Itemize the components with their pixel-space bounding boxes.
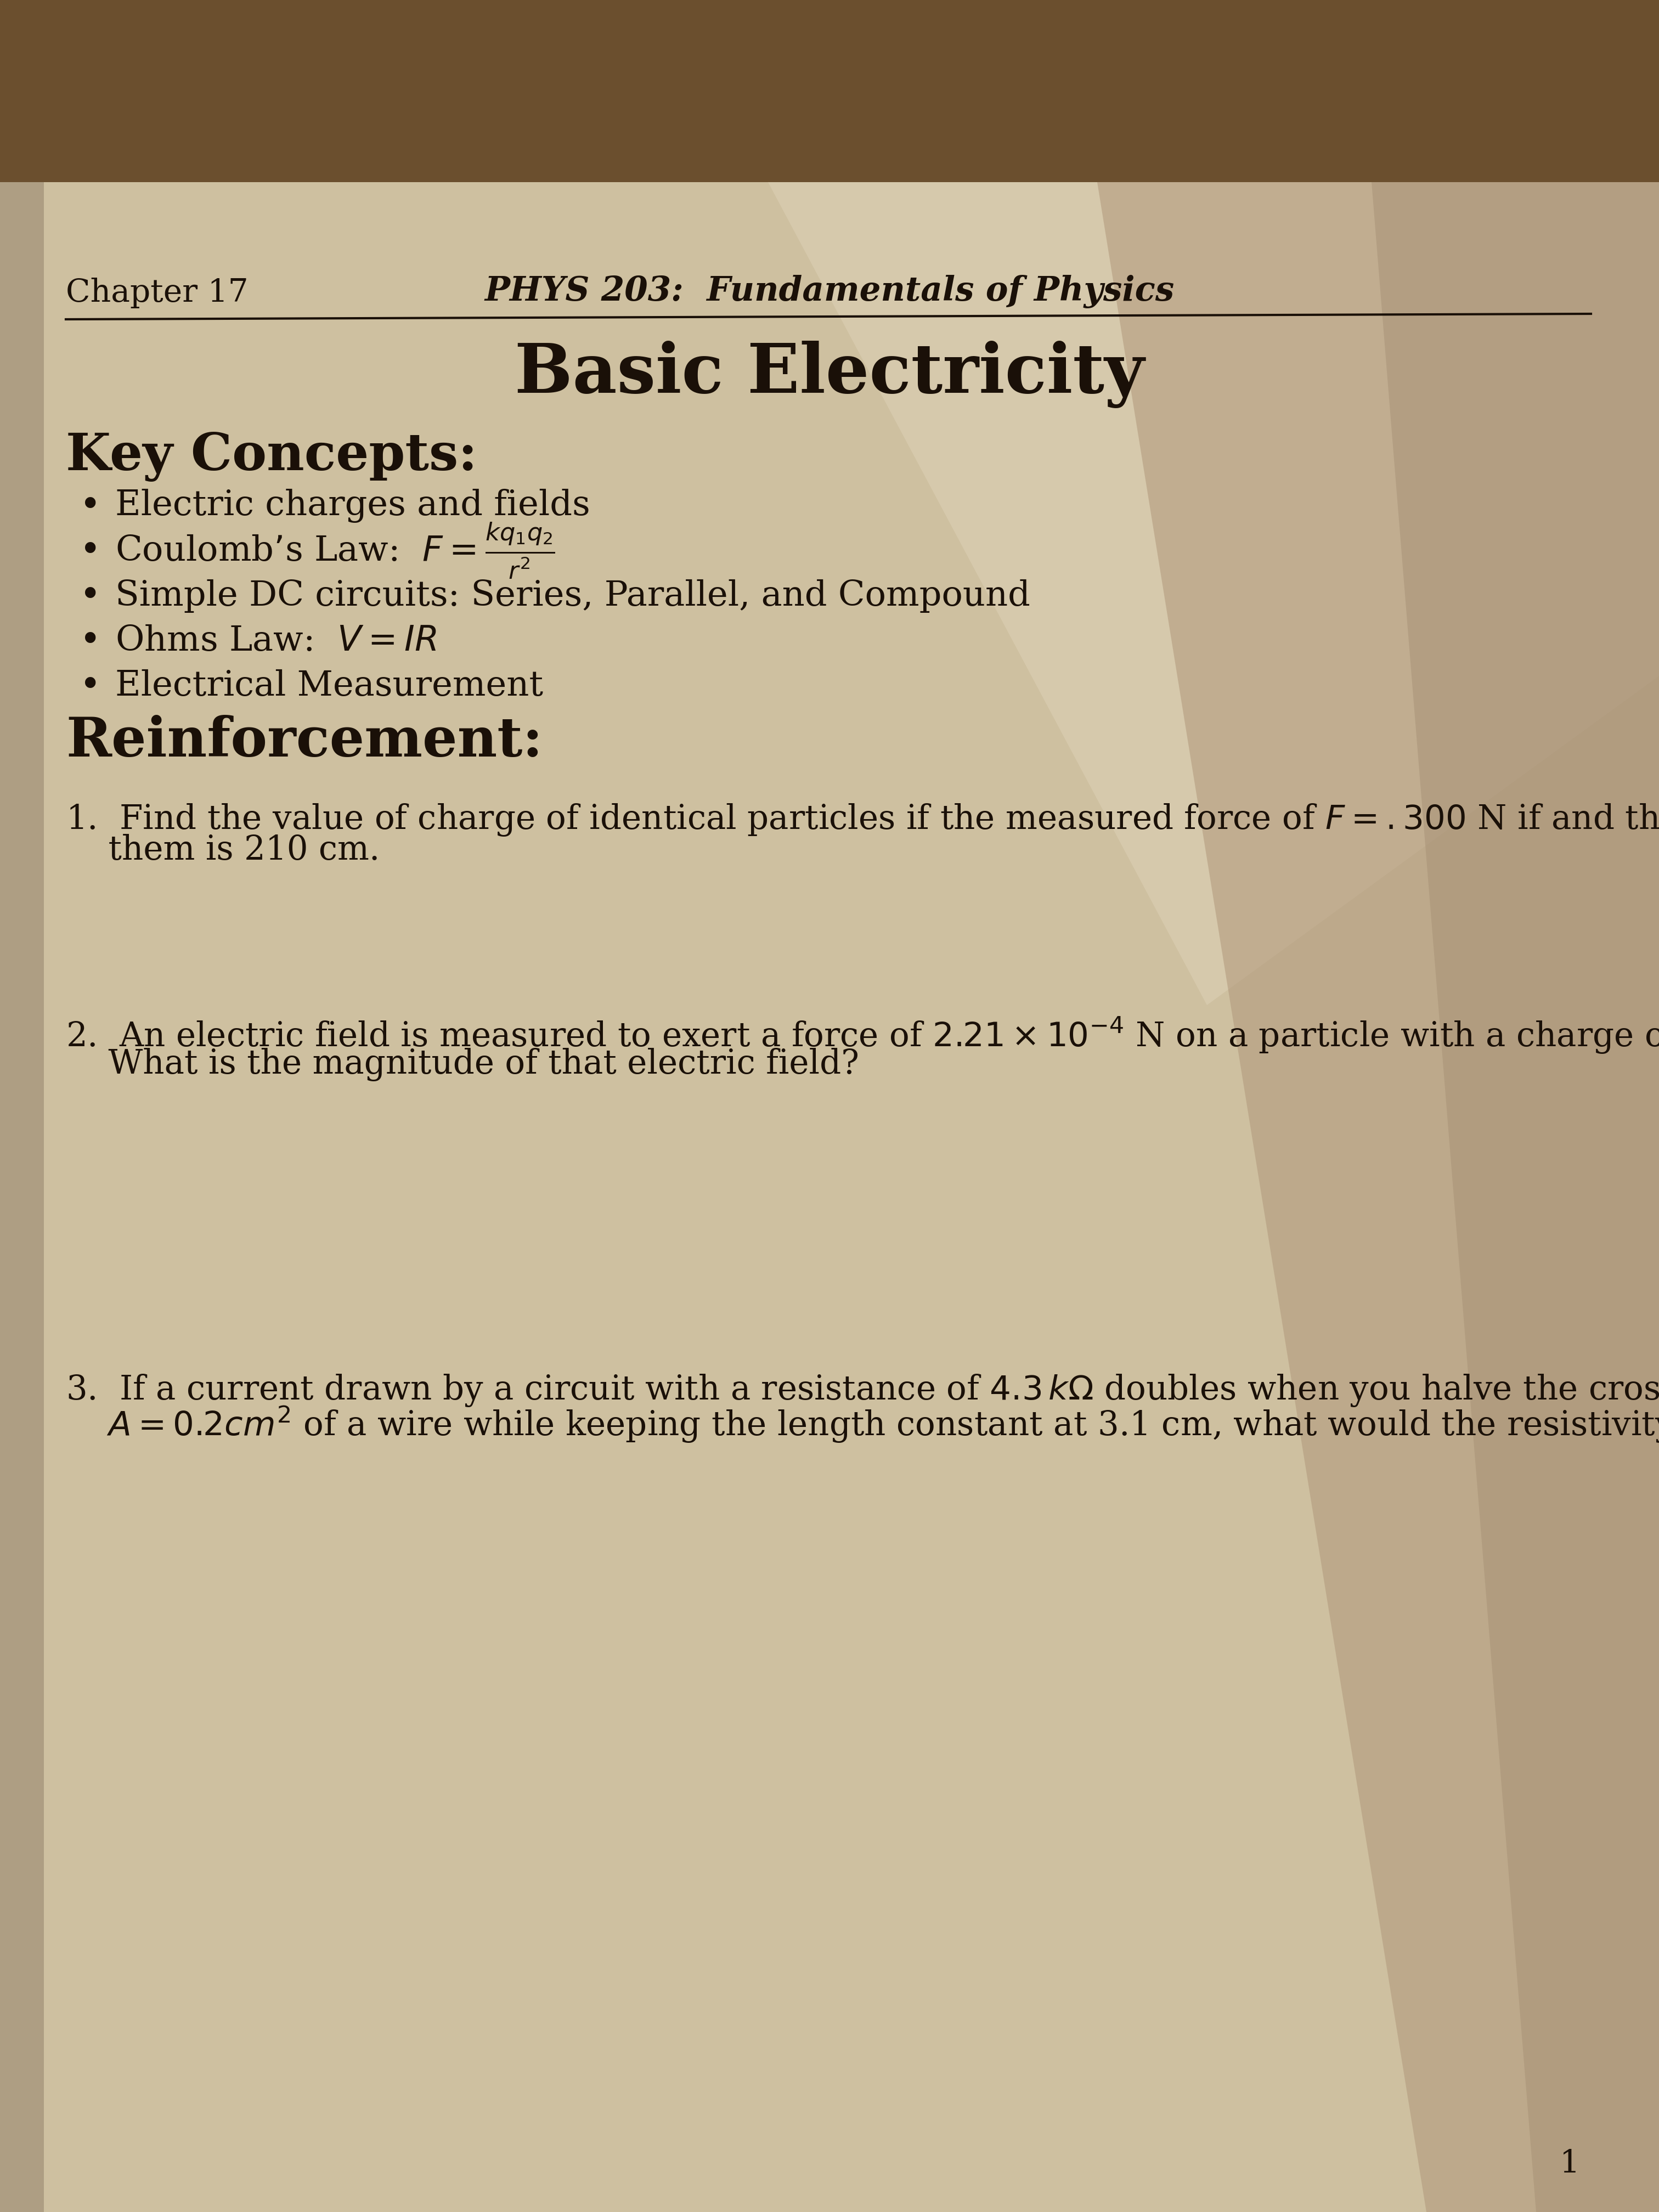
Polygon shape <box>1097 181 1659 2212</box>
Polygon shape <box>1372 181 1659 2212</box>
Text: Reinforcement:: Reinforcement: <box>66 714 542 768</box>
Text: 1.  Find the value of charge of identical particles if the measured force of $F : 1. Find the value of charge of identical… <box>66 803 1659 838</box>
Text: •: • <box>80 533 101 568</box>
Polygon shape <box>0 0 1659 276</box>
Text: What is the magnitude of that electric field?: What is the magnitude of that electric f… <box>66 1048 859 1082</box>
Polygon shape <box>768 181 1659 1004</box>
Text: •: • <box>80 489 101 524</box>
Text: Coulomb’s Law:  $F = \frac{kq_1q_2}{r^2}$: Coulomb’s Law: $F = \frac{kq_1q_2}{r^2}$ <box>114 522 556 580</box>
Text: Simple DC circuits: Series, Parallel, and Compound: Simple DC circuits: Series, Parallel, an… <box>114 580 1030 613</box>
FancyBboxPatch shape <box>0 181 1659 2212</box>
Text: •: • <box>80 668 101 703</box>
Text: $A = 0.2cm^2$ of a wire while keeping the length constant at 3.1 cm, what would : $A = 0.2cm^2$ of a wire while keeping th… <box>66 1405 1659 1444</box>
Text: Electric charges and fields: Electric charges and fields <box>114 489 591 522</box>
Text: •: • <box>80 577 101 613</box>
Text: Key Concepts:: Key Concepts: <box>66 431 478 482</box>
Text: 3.  If a current drawn by a circuit with a resistance of $4.3\,k\Omega$ doubles : 3. If a current drawn by a circuit with … <box>66 1374 1659 1409</box>
Text: Chapter 17: Chapter 17 <box>66 276 249 307</box>
Text: 2.  An electric field is measured to exert a force of $2.21 \times 10^{-4}$ N on: 2. An electric field is measured to exer… <box>66 1015 1659 1055</box>
Text: PHYS 203:  Fundamentals of Physics: PHYS 203: Fundamentals of Physics <box>484 274 1175 307</box>
Text: Electrical Measurement: Electrical Measurement <box>114 668 542 703</box>
Text: Ohms Law:  $V = IR$: Ohms Law: $V = IR$ <box>114 624 436 657</box>
FancyBboxPatch shape <box>0 181 43 2212</box>
Text: •: • <box>80 624 101 659</box>
Text: Basic Electricity: Basic Electricity <box>514 341 1145 407</box>
Text: them is 210 cm.: them is 210 cm. <box>66 834 380 867</box>
Text: 1: 1 <box>1559 2148 1579 2179</box>
